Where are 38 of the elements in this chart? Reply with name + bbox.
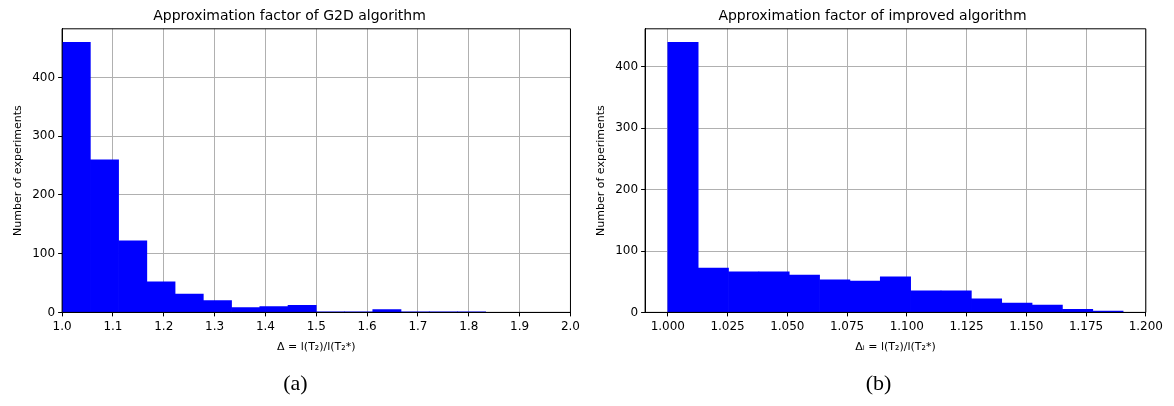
y-tick-label: 100 [32, 245, 56, 260]
x-tick-label: 1.0 [52, 318, 72, 333]
y-tick-label: 200 [615, 181, 639, 196]
x-tick-label: 1.200 [1128, 318, 1163, 333]
y-tick-label: 300 [32, 128, 56, 143]
text: (b) [865, 370, 892, 396]
y-tick-label: 400 [32, 69, 56, 84]
chart-title: Approximation factor of improved algorithm [718, 7, 1027, 24]
x-axis-title: Δᵢ = l(T₂)/l(T₂*) [855, 340, 936, 354]
x-tick-label: 1.175 [1068, 318, 1104, 333]
y-tick-label: 100 [615, 243, 639, 258]
x-tick-label: 1.125 [949, 318, 984, 333]
x-axis-title: Δ = l(T₂)/l(T₂*) [277, 340, 356, 354]
x-tick-label: 1.6 [357, 318, 377, 333]
text: (a) [283, 370, 308, 396]
x-tick-label: 1.000 [650, 318, 685, 333]
x-tick-label: 2.0 [560, 318, 580, 333]
x-tick-label: 1.150 [1009, 318, 1044, 333]
x-tick-label: 1.5 [306, 318, 326, 333]
y-tick-label: 300 [615, 120, 639, 135]
x-tick-label: 1.1 [103, 318, 123, 333]
x-tick-label: 1.050 [770, 318, 805, 333]
x-tick-label: 1.4 [255, 318, 275, 333]
y-axis-title: Number of experiments [594, 104, 608, 236]
y-axis-title: Number of experiments [11, 104, 25, 236]
x-tick-label: 1.3 [205, 318, 225, 333]
y-tick-label: 0 [47, 304, 56, 319]
x-tick-label: 1.9 [510, 318, 530, 333]
x-tick-label: 1.025 [710, 318, 745, 333]
x-tick-label: 1.075 [829, 318, 865, 333]
x-tick-label: 1.7 [408, 318, 428, 333]
chart-title: Approximation factor of G2D algorithm [153, 7, 426, 24]
x-tick-label: 1.2 [154, 318, 174, 333]
x-tick-label: 1.8 [459, 318, 479, 333]
y-tick-label: 0 [630, 304, 639, 319]
y-tick-label: 200 [32, 187, 56, 202]
x-tick-label: 1.100 [889, 318, 924, 333]
y-tick-label: 400 [615, 58, 639, 73]
